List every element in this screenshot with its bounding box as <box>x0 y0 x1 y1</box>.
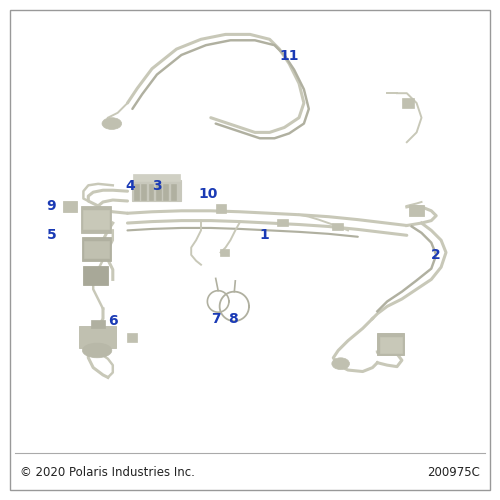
Bar <box>148 184 154 200</box>
Bar <box>63 201 76 212</box>
Text: 9: 9 <box>46 199 56 213</box>
Bar <box>134 184 139 200</box>
Bar <box>277 218 287 226</box>
Text: 10: 10 <box>198 186 218 200</box>
Text: 7: 7 <box>211 312 220 326</box>
Bar <box>91 320 106 328</box>
Bar <box>156 184 161 200</box>
Bar <box>84 240 109 258</box>
Text: 2: 2 <box>432 248 441 262</box>
Ellipse shape <box>332 358 349 370</box>
Bar <box>216 204 226 213</box>
Bar <box>84 210 109 230</box>
Bar <box>82 238 111 261</box>
Bar <box>409 205 424 216</box>
Bar <box>402 98 414 108</box>
Text: 1: 1 <box>260 228 270 242</box>
Bar <box>80 326 116 348</box>
Bar <box>378 334 404 355</box>
Text: 4: 4 <box>125 180 135 194</box>
Bar <box>220 248 230 256</box>
Text: 3: 3 <box>152 180 162 194</box>
Bar <box>134 174 180 182</box>
Bar <box>164 184 168 200</box>
Ellipse shape <box>82 343 112 358</box>
Bar <box>380 337 402 353</box>
Bar <box>132 180 182 201</box>
Bar <box>141 184 146 200</box>
Bar <box>126 334 138 342</box>
Bar <box>332 222 343 230</box>
Bar <box>81 206 112 233</box>
Ellipse shape <box>102 118 122 130</box>
Text: 11: 11 <box>280 50 299 64</box>
Text: 6: 6 <box>108 314 118 328</box>
Text: 200975C: 200975C <box>428 466 480 479</box>
Bar <box>170 184 175 200</box>
Bar <box>84 266 108 285</box>
FancyBboxPatch shape <box>10 10 490 490</box>
Text: 5: 5 <box>46 228 56 242</box>
Text: 8: 8 <box>228 312 237 326</box>
Text: © 2020 Polaris Industries Inc.: © 2020 Polaris Industries Inc. <box>20 466 195 479</box>
